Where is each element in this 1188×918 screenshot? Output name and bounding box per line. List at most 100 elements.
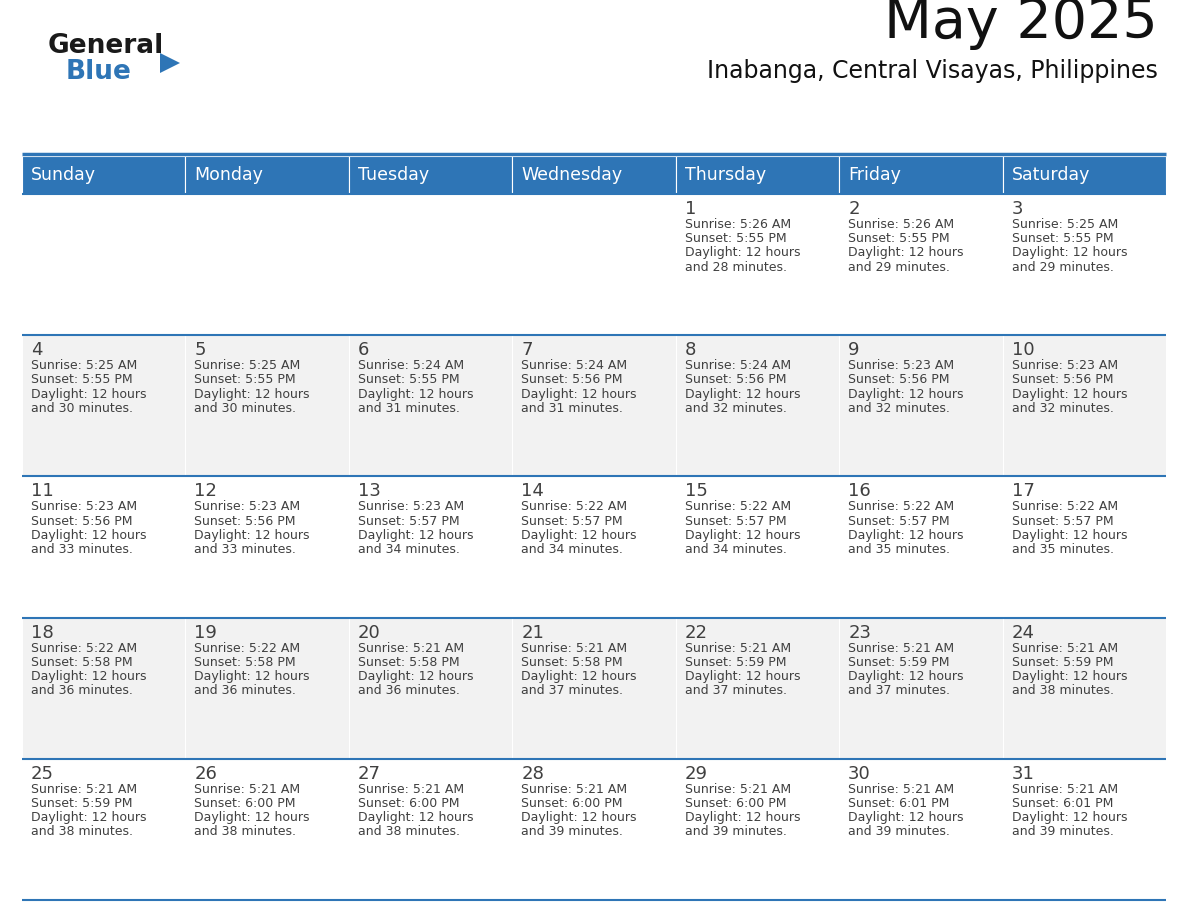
Text: Sunrise: 5:25 AM: Sunrise: 5:25 AM xyxy=(31,359,138,372)
Text: Daylight: 12 hours: Daylight: 12 hours xyxy=(358,812,473,824)
Text: Sunset: 6:00 PM: Sunset: 6:00 PM xyxy=(195,797,296,810)
Bar xyxy=(512,335,676,476)
Text: Daylight: 12 hours: Daylight: 12 hours xyxy=(684,387,801,400)
Text: and 32 minutes.: and 32 minutes. xyxy=(848,402,950,415)
Text: 26: 26 xyxy=(195,765,217,783)
Text: and 31 minutes.: and 31 minutes. xyxy=(522,402,624,415)
Text: Sunrise: 5:22 AM: Sunrise: 5:22 AM xyxy=(31,642,137,655)
Text: 22: 22 xyxy=(684,623,708,642)
Bar xyxy=(185,156,349,194)
Bar xyxy=(185,618,349,759)
Text: Daylight: 12 hours: Daylight: 12 hours xyxy=(848,246,963,260)
Bar xyxy=(185,476,349,618)
Text: and 38 minutes.: and 38 minutes. xyxy=(31,825,133,838)
Text: Sunset: 5:55 PM: Sunset: 5:55 PM xyxy=(848,232,949,245)
Text: 10: 10 xyxy=(1011,341,1035,359)
Bar xyxy=(1003,194,1165,335)
Text: 17: 17 xyxy=(1011,482,1035,500)
Text: and 32 minutes.: and 32 minutes. xyxy=(684,402,786,415)
Bar xyxy=(349,618,512,759)
Text: and 28 minutes.: and 28 minutes. xyxy=(684,261,786,274)
Bar xyxy=(839,335,1003,476)
Text: and 37 minutes.: and 37 minutes. xyxy=(522,684,624,697)
Text: 20: 20 xyxy=(358,623,380,642)
Bar xyxy=(23,618,185,759)
Text: Daylight: 12 hours: Daylight: 12 hours xyxy=(522,387,637,400)
Text: Inabanga, Central Visayas, Philippines: Inabanga, Central Visayas, Philippines xyxy=(707,59,1158,83)
Text: Sunset: 5:56 PM: Sunset: 5:56 PM xyxy=(31,515,133,528)
Text: Sunrise: 5:24 AM: Sunrise: 5:24 AM xyxy=(358,359,465,372)
Bar xyxy=(512,618,676,759)
Bar xyxy=(23,335,185,476)
Text: Sunrise: 5:21 AM: Sunrise: 5:21 AM xyxy=(195,783,301,796)
Bar xyxy=(512,156,676,194)
Text: Daylight: 12 hours: Daylight: 12 hours xyxy=(522,812,637,824)
Text: and 35 minutes.: and 35 minutes. xyxy=(1011,543,1113,556)
Text: Sunrise: 5:23 AM: Sunrise: 5:23 AM xyxy=(31,500,137,513)
Text: 1: 1 xyxy=(684,200,696,218)
Text: Sunrise: 5:22 AM: Sunrise: 5:22 AM xyxy=(522,500,627,513)
Text: Wednesday: Wednesday xyxy=(522,166,623,184)
Text: Daylight: 12 hours: Daylight: 12 hours xyxy=(684,670,801,683)
Bar xyxy=(349,194,512,335)
Bar xyxy=(839,618,1003,759)
Bar xyxy=(349,476,512,618)
Text: Sunrise: 5:26 AM: Sunrise: 5:26 AM xyxy=(684,218,791,231)
Text: and 38 minutes.: and 38 minutes. xyxy=(1011,684,1113,697)
Text: 31: 31 xyxy=(1011,765,1035,783)
Text: Sunset: 5:55 PM: Sunset: 5:55 PM xyxy=(684,232,786,245)
Text: and 29 minutes.: and 29 minutes. xyxy=(848,261,950,274)
Text: Sunset: 5:57 PM: Sunset: 5:57 PM xyxy=(848,515,949,528)
Bar xyxy=(1003,618,1165,759)
Text: Daylight: 12 hours: Daylight: 12 hours xyxy=(195,529,310,542)
Bar xyxy=(1003,335,1165,476)
Polygon shape xyxy=(160,53,181,73)
Text: Friday: Friday xyxy=(848,166,901,184)
Text: Daylight: 12 hours: Daylight: 12 hours xyxy=(1011,812,1127,824)
Text: Sunrise: 5:22 AM: Sunrise: 5:22 AM xyxy=(195,642,301,655)
Text: and 38 minutes.: and 38 minutes. xyxy=(358,825,460,838)
Text: and 34 minutes.: and 34 minutes. xyxy=(522,543,624,556)
Text: Sunrise: 5:21 AM: Sunrise: 5:21 AM xyxy=(522,642,627,655)
Text: 7: 7 xyxy=(522,341,532,359)
Text: 3: 3 xyxy=(1011,200,1023,218)
Text: Daylight: 12 hours: Daylight: 12 hours xyxy=(358,670,473,683)
Text: Sunset: 5:55 PM: Sunset: 5:55 PM xyxy=(1011,232,1113,245)
Text: Daylight: 12 hours: Daylight: 12 hours xyxy=(848,670,963,683)
Text: Daylight: 12 hours: Daylight: 12 hours xyxy=(358,529,473,542)
Text: Sunset: 5:57 PM: Sunset: 5:57 PM xyxy=(522,515,623,528)
Text: Sunrise: 5:23 AM: Sunrise: 5:23 AM xyxy=(358,500,465,513)
Text: Sunrise: 5:21 AM: Sunrise: 5:21 AM xyxy=(31,783,137,796)
Text: Daylight: 12 hours: Daylight: 12 hours xyxy=(848,387,963,400)
Text: 27: 27 xyxy=(358,765,381,783)
Text: Sunrise: 5:21 AM: Sunrise: 5:21 AM xyxy=(684,783,791,796)
Bar xyxy=(1003,759,1165,900)
Text: Daylight: 12 hours: Daylight: 12 hours xyxy=(1011,529,1127,542)
Bar xyxy=(676,476,839,618)
Text: Daylight: 12 hours: Daylight: 12 hours xyxy=(358,387,473,400)
Text: Sunrise: 5:23 AM: Sunrise: 5:23 AM xyxy=(848,359,954,372)
Text: Sunset: 5:58 PM: Sunset: 5:58 PM xyxy=(358,655,460,669)
Text: Sunset: 5:58 PM: Sunset: 5:58 PM xyxy=(31,655,133,669)
Bar xyxy=(676,335,839,476)
Text: Sunset: 5:56 PM: Sunset: 5:56 PM xyxy=(684,374,786,386)
Text: Daylight: 12 hours: Daylight: 12 hours xyxy=(31,812,146,824)
Bar xyxy=(839,194,1003,335)
Text: and 39 minutes.: and 39 minutes. xyxy=(848,825,950,838)
Text: 24: 24 xyxy=(1011,623,1035,642)
Text: Sunset: 6:00 PM: Sunset: 6:00 PM xyxy=(358,797,460,810)
Text: 14: 14 xyxy=(522,482,544,500)
Text: Sunday: Sunday xyxy=(31,166,96,184)
Text: 30: 30 xyxy=(848,765,871,783)
Text: and 33 minutes.: and 33 minutes. xyxy=(31,543,133,556)
Text: 2: 2 xyxy=(848,200,860,218)
Text: and 33 minutes.: and 33 minutes. xyxy=(195,543,296,556)
Text: 21: 21 xyxy=(522,623,544,642)
Bar xyxy=(676,618,839,759)
Bar xyxy=(23,156,185,194)
Bar xyxy=(839,759,1003,900)
Text: and 30 minutes.: and 30 minutes. xyxy=(31,402,133,415)
Text: and 34 minutes.: and 34 minutes. xyxy=(358,543,460,556)
Text: and 38 minutes.: and 38 minutes. xyxy=(195,825,297,838)
Text: Sunrise: 5:26 AM: Sunrise: 5:26 AM xyxy=(848,218,954,231)
